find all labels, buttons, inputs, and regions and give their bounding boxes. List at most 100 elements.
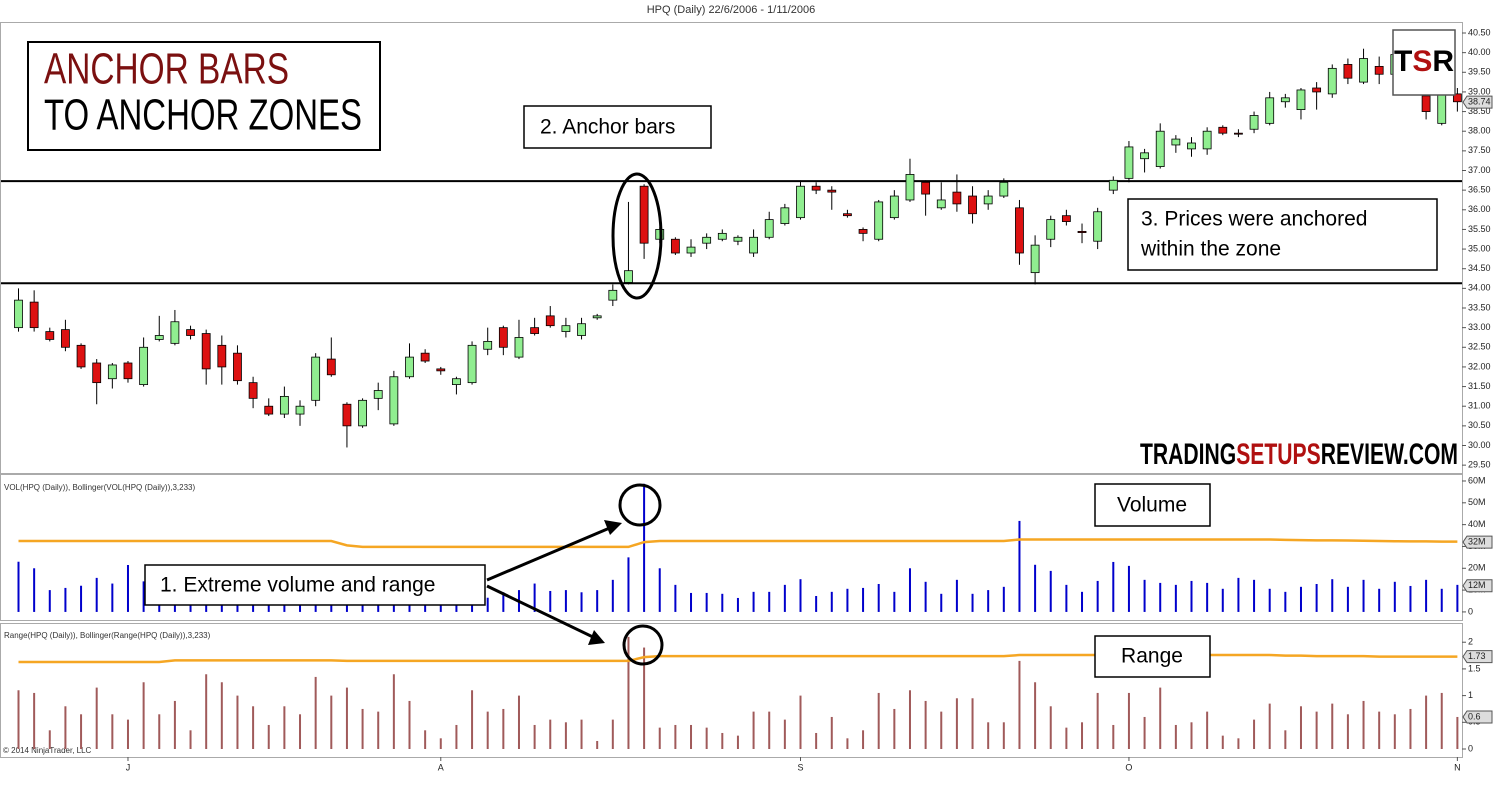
candle-body: [1155, 130, 1165, 167]
bar: [752, 711, 755, 749]
bar: [533, 583, 536, 612]
candle-body: [780, 207, 790, 224]
candle-body: [405, 356, 414, 378]
bar: [1127, 565, 1130, 612]
y-tick-label: 29.50: [1468, 460, 1491, 470]
bar: [267, 724, 270, 749]
bar: [1346, 714, 1349, 749]
candle-body: [76, 344, 86, 368]
callout: 3. Prices were anchored: [1141, 208, 1367, 231]
callout-box: [523, 105, 712, 149]
bar: [549, 719, 552, 749]
bar: [690, 592, 693, 612]
candle-body: [14, 299, 23, 329]
candle-body: [373, 390, 383, 399]
bar: [142, 682, 145, 749]
bar: [283, 706, 286, 749]
bar: [299, 714, 302, 749]
candle-body: [467, 344, 477, 384]
y-tick-label: 1.5: [1468, 663, 1481, 673]
callout-box: [1094, 635, 1211, 678]
highlight-circle: [622, 624, 664, 666]
bar: [1159, 582, 1162, 612]
candle-body: [858, 229, 868, 234]
bar: [549, 590, 552, 612]
bar: [1002, 722, 1005, 749]
bar: [345, 687, 348, 749]
panel-title: VOL(HPQ (Daily)), Bollinger(VOL(HPQ (Dai…: [4, 483, 195, 492]
callout: Volume: [1117, 494, 1187, 517]
bar: [924, 700, 927, 749]
candle-body: [1296, 89, 1306, 111]
last-value-box: [1462, 95, 1493, 109]
candle-body: [1187, 142, 1196, 150]
bar: [1268, 703, 1271, 749]
bar: [111, 714, 114, 749]
y-tick-label: 30.00: [1468, 440, 1491, 450]
candle-body: [827, 189, 837, 193]
bar: [971, 593, 974, 612]
bar: [1112, 561, 1115, 612]
bar: [1440, 692, 1443, 749]
candle-body: [1171, 138, 1181, 146]
callout-box: [144, 564, 486, 606]
bar: [1159, 687, 1162, 749]
bar: [80, 714, 83, 749]
bar: [1096, 692, 1099, 749]
y-tick-label: 60M: [1468, 475, 1486, 485]
candle-body: [1359, 58, 1368, 83]
bar: [705, 727, 708, 749]
candle-body: [764, 219, 774, 238]
candle-body: [1140, 152, 1149, 160]
last-value-label: 32M: [1468, 536, 1486, 546]
candle-body: [326, 358, 336, 376]
headline: TO ANCHOR ZONES: [44, 91, 362, 140]
bar: [908, 568, 911, 612]
candle-body: [452, 378, 461, 386]
candle-body: [983, 195, 993, 205]
candle-body: [311, 356, 321, 401]
last-value-label: 12M: [1468, 580, 1486, 590]
y-tick-label: 38.50: [1468, 106, 1491, 116]
bar: [252, 706, 255, 749]
candle-body: [1077, 230, 1087, 233]
candle-body: [1421, 95, 1431, 112]
candle-body: [420, 352, 430, 362]
bar: [799, 579, 802, 612]
bar: [768, 591, 771, 612]
y-tick-label: 36.50: [1468, 185, 1491, 195]
candle-body: [436, 368, 446, 372]
y-tick-label: 0: [1468, 606, 1473, 616]
candle-body: [1343, 64, 1353, 79]
bar: [862, 730, 865, 749]
bar: [862, 587, 865, 612]
bar: [783, 584, 786, 612]
candle-body: [514, 337, 524, 358]
band-line: [18, 653, 1458, 664]
candle-body: [295, 405, 305, 415]
bar: [1221, 588, 1224, 612]
candle-body: [1265, 97, 1275, 124]
bar: [611, 579, 614, 612]
callout: within the zone: [1140, 238, 1281, 261]
bar: [1081, 591, 1084, 612]
bar: [564, 590, 567, 612]
bar: [658, 568, 661, 612]
highlight-ellipse: [611, 172, 663, 300]
bar: [705, 592, 708, 612]
candle-body: [498, 327, 508, 348]
bar: [1206, 711, 1209, 749]
bar: [126, 719, 129, 749]
candle-body: [561, 325, 571, 332]
bar: [486, 597, 489, 612]
candle-body: [874, 201, 884, 240]
bar: [893, 591, 896, 612]
bar: [95, 687, 98, 749]
callout-box: [1127, 198, 1438, 271]
candle-body: [248, 382, 258, 399]
bar: [455, 724, 458, 749]
candle-body: [45, 331, 55, 340]
bar: [330, 695, 333, 749]
candle-body: [670, 238, 680, 254]
bar: [1237, 738, 1240, 749]
